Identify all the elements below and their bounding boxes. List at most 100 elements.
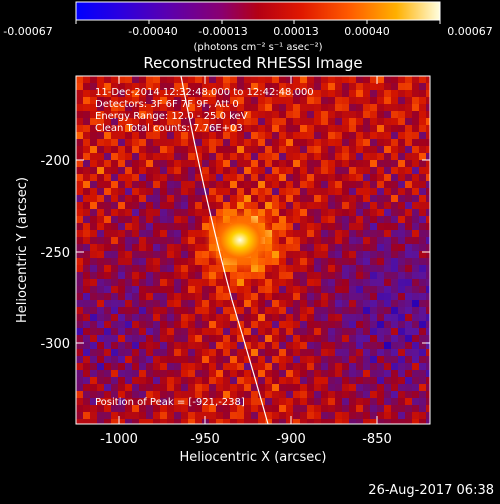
heatmap-cell bbox=[195, 272, 203, 280]
heatmap-cell bbox=[188, 307, 196, 315]
heatmap-cell bbox=[293, 125, 301, 133]
heatmap-cell bbox=[90, 279, 98, 287]
heatmap-cell bbox=[174, 237, 182, 245]
heatmap-cell bbox=[314, 342, 322, 350]
heatmap-cell bbox=[83, 314, 91, 322]
heatmap-cell bbox=[244, 398, 252, 406]
heatmap-cell bbox=[328, 146, 336, 154]
heatmap-cell bbox=[160, 146, 168, 154]
heatmap-cell bbox=[363, 111, 371, 119]
time-range-label: 11-Dec-2014 12:32:48.000 to 12:42:48.000 bbox=[95, 87, 314, 98]
heatmap-cell bbox=[321, 216, 329, 224]
heatmap-cell bbox=[237, 188, 245, 196]
heatmap-cell bbox=[405, 90, 413, 98]
heatmap-cell bbox=[188, 258, 196, 266]
heatmap-cell bbox=[202, 419, 210, 424]
heatmap-cell bbox=[223, 188, 231, 196]
heatmap-cell bbox=[118, 90, 126, 98]
heatmap-cell bbox=[405, 342, 413, 350]
heatmap-cell bbox=[90, 237, 98, 245]
heatmap-cell bbox=[244, 167, 252, 175]
heatmap-cell bbox=[419, 76, 427, 84]
heatmap-cell bbox=[426, 363, 430, 371]
heatmap-cell bbox=[293, 321, 301, 329]
heatmap-cell bbox=[370, 83, 378, 91]
heatmap-cell bbox=[104, 76, 112, 84]
heatmap-cell bbox=[118, 223, 126, 231]
heatmap-cell bbox=[111, 181, 119, 189]
heatmap-cell bbox=[195, 363, 203, 371]
heatmap-cell bbox=[426, 307, 430, 315]
heatmap-cell bbox=[300, 279, 308, 287]
heatmap-cell bbox=[223, 118, 231, 126]
heatmap-cell bbox=[307, 167, 315, 175]
heatmap-cell bbox=[83, 349, 91, 357]
heatmap-cell bbox=[139, 286, 147, 294]
heatmap-cell bbox=[293, 258, 301, 266]
heatmap-cell bbox=[335, 76, 343, 84]
heatmap-cell bbox=[174, 328, 182, 336]
heatmap-cell bbox=[293, 160, 301, 168]
heatmap-cell bbox=[405, 349, 413, 357]
heatmap-cell bbox=[132, 335, 140, 343]
heatmap-cell bbox=[419, 216, 427, 224]
heatmap-cell bbox=[370, 314, 378, 322]
heatmap-cell bbox=[160, 244, 168, 252]
heatmap-cell bbox=[293, 419, 301, 424]
heatmap-cell bbox=[90, 188, 98, 196]
heatmap-cell bbox=[167, 377, 175, 385]
heatmap-cell bbox=[412, 300, 420, 308]
heatmap-cell bbox=[321, 209, 329, 217]
heatmap-cell bbox=[160, 300, 168, 308]
heatmap-cell bbox=[153, 391, 161, 399]
heatmap-cell bbox=[139, 111, 147, 119]
heatmap-cell bbox=[209, 258, 217, 266]
heatmap-cell bbox=[188, 398, 196, 406]
colorbar-tick-label: -0.00040 bbox=[128, 25, 177, 38]
heatmap-cell bbox=[83, 279, 91, 287]
heatmap-cell bbox=[237, 412, 245, 420]
heatmap-cell bbox=[328, 216, 336, 224]
heatmap-cell bbox=[377, 111, 385, 119]
heatmap-cell bbox=[160, 153, 168, 161]
heatmap-cell bbox=[328, 244, 336, 252]
heatmap-cell bbox=[90, 384, 98, 392]
heatmap-cell bbox=[139, 384, 147, 392]
heatmap-cell bbox=[377, 293, 385, 301]
heatmap-cell bbox=[356, 356, 364, 364]
heatmap-cell bbox=[153, 265, 161, 273]
heatmap-cell bbox=[419, 335, 427, 343]
heatmap-cell bbox=[174, 139, 182, 147]
heatmap-cell bbox=[223, 328, 231, 336]
heatmap-cell bbox=[328, 153, 336, 161]
heatmap-cell bbox=[272, 279, 280, 287]
heatmap-cell bbox=[391, 188, 399, 196]
heatmap-cell bbox=[356, 230, 364, 238]
heatmap-cell bbox=[188, 244, 196, 252]
heatmap-cell bbox=[216, 405, 224, 413]
heatmap-cell bbox=[328, 370, 336, 378]
heatmap-cell bbox=[307, 111, 315, 119]
heatmap-cell bbox=[139, 279, 147, 287]
heatmap-cell bbox=[244, 202, 252, 210]
heatmap-cell bbox=[111, 356, 119, 364]
heatmap-cell bbox=[335, 167, 343, 175]
heatmap-cell bbox=[363, 83, 371, 91]
heatmap-cell bbox=[202, 167, 210, 175]
heatmap-cell bbox=[195, 391, 203, 399]
heatmap-cell bbox=[104, 118, 112, 126]
heatmap-cell bbox=[153, 363, 161, 371]
heatmap-cell bbox=[223, 412, 231, 420]
heatmap-cell bbox=[195, 167, 203, 175]
heatmap-cell bbox=[419, 167, 427, 175]
heatmap-cell bbox=[76, 146, 84, 154]
heatmap-cell bbox=[349, 272, 357, 280]
heatmap-cell bbox=[377, 90, 385, 98]
heatmap-cell bbox=[90, 83, 98, 91]
heatmap-cell bbox=[90, 251, 98, 259]
heatmap-cell bbox=[377, 167, 385, 175]
heatmap-cell bbox=[419, 125, 427, 133]
heatmap-cell bbox=[426, 83, 430, 91]
heatmap-cell bbox=[370, 153, 378, 161]
heatmap-cell bbox=[167, 286, 175, 294]
